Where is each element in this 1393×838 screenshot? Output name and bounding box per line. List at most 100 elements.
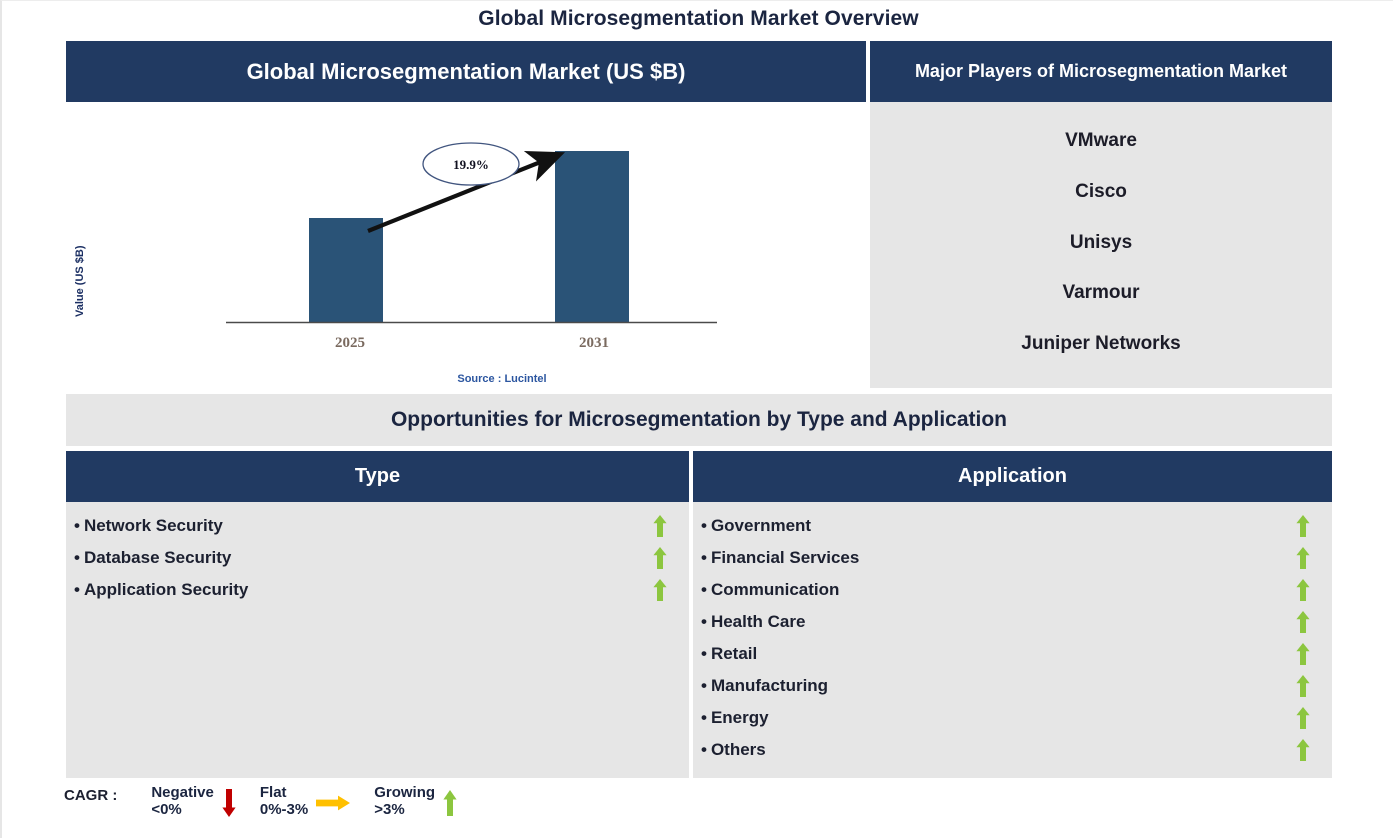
legend-flat-range: 0%-3% xyxy=(259,800,309,818)
bullet-icon: • xyxy=(74,516,80,535)
y-axis-title: Value (US $B) xyxy=(74,245,86,317)
page-title: Global Microsegmentation Market Overview xyxy=(478,7,919,30)
legend-item-growing: Growing >3% xyxy=(374,784,471,821)
type-item-text-1: Database Security xyxy=(83,548,232,567)
list-item: Unisys xyxy=(1069,231,1133,253)
legend-growing-icon-wrap xyxy=(443,785,457,821)
bar-2025 xyxy=(309,218,383,322)
legend-growing-name: Growing xyxy=(374,784,436,801)
type-item-label-2: • Application Security xyxy=(74,580,248,600)
list-item: • Application Security xyxy=(66,574,689,606)
bullet-icon: • xyxy=(701,548,707,567)
arrow-right-icon xyxy=(316,795,351,811)
legend-growing-range: >3% xyxy=(374,800,405,818)
list-item: • Communication xyxy=(693,574,1332,606)
application-column-header-label: Application xyxy=(958,465,1067,487)
bullet-icon: • xyxy=(701,708,707,727)
application-column-body: • Government • Financial Services • Communi… xyxy=(693,502,1332,778)
x-tick-2025: 2025 xyxy=(335,335,365,351)
legend-negative-name: Negative xyxy=(151,784,214,801)
application-item-label-2: • Communication xyxy=(701,580,839,600)
legend-flat-name: Flat xyxy=(259,784,287,801)
chart-panel-header-label: Global Microsegmentation Market (US $B) xyxy=(246,58,686,84)
bullet-icon: • xyxy=(701,516,707,535)
type-column-header: Type xyxy=(66,451,689,502)
type-column-header-label: Type xyxy=(354,465,401,487)
type-item-label-0: • Network Security xyxy=(74,516,223,536)
cagr-legend-title: CAGR : xyxy=(64,787,118,804)
list-item: • Health Care xyxy=(693,606,1332,638)
legend-flat-text: Flat 0%-3% xyxy=(259,784,309,819)
application-item-label-5: • Manufacturing xyxy=(701,676,828,696)
legend-flat-icon-wrap xyxy=(316,785,351,821)
type-column-body: • Network Security • Database Security • Ap… xyxy=(66,502,689,778)
list-item: • Financial Services xyxy=(693,542,1332,574)
application-item-label-7: • Others xyxy=(701,740,766,760)
list-item: • Retail xyxy=(693,638,1332,670)
bullet-icon: • xyxy=(701,740,707,759)
chart-svg: Value (US $B) 19.9% 2025 2031 Source : L… xyxy=(74,142,717,385)
market-bar-chart: Value (US $B) 19.9% 2025 2031 Source : L… xyxy=(66,102,866,388)
application-item-text-5: Manufacturing xyxy=(710,676,829,695)
arrow-up-icon xyxy=(443,790,457,816)
list-item: Juniper Networks xyxy=(1021,333,1181,355)
application-item-text-6: Energy xyxy=(710,708,769,727)
cagr-callout-ellipse xyxy=(422,142,520,186)
list-item: • Others xyxy=(693,734,1332,766)
list-item: • Energy xyxy=(693,702,1332,734)
legend-item-flat: Flat 0%-3% xyxy=(259,784,364,821)
application-item-text-7: Others xyxy=(710,740,766,759)
type-item-label-1: • Database Security xyxy=(74,548,231,568)
arrow-up-icon xyxy=(1296,675,1310,697)
application-item-label-4: • Retail xyxy=(701,644,757,664)
list-item: • Database Security xyxy=(66,542,689,574)
bullet-icon: • xyxy=(74,580,80,599)
application-item-text-4: Retail xyxy=(710,644,758,663)
legend-negative-text: Negative <0% xyxy=(151,784,214,819)
application-item-text-3: Health Care xyxy=(710,612,806,631)
cagr-legend: CAGR : Negative <0% Flat 0%-3% xyxy=(64,784,481,833)
application-item-label-1: • Financial Services xyxy=(701,548,859,568)
arrow-up-icon xyxy=(653,579,667,601)
players-panel-header-label: Major Players of Microsegmentation Marke… xyxy=(914,61,1288,81)
arrow-up-icon xyxy=(1296,643,1310,665)
major-players-list: VMware Cisco Unisys Varmour Juniper Netw… xyxy=(870,102,1332,388)
arrow-down-icon xyxy=(222,789,236,817)
arrow-up-icon xyxy=(1296,579,1310,601)
application-column-header: Application xyxy=(693,451,1332,502)
type-item-text-2: Application Security xyxy=(83,580,249,599)
application-item-label-3: • Health Care xyxy=(701,612,805,632)
cagr-callout-label: 19.9% xyxy=(453,157,489,172)
application-item-text-0: Government xyxy=(710,516,812,535)
arrow-up-icon xyxy=(653,547,667,569)
players-panel-header: Major Players of Microsegmentation Marke… xyxy=(870,41,1332,102)
application-item-text-1: Financial Services xyxy=(710,548,860,567)
bullet-icon: • xyxy=(701,580,707,599)
type-item-text-0: Network Security xyxy=(83,516,223,535)
legend-growing-text: Growing >3% xyxy=(374,784,436,819)
growth-arrow xyxy=(367,151,566,233)
legend-item-negative: Negative <0% xyxy=(151,784,250,821)
legend-negative-range: <0% xyxy=(151,800,182,818)
application-item-text-2: Communication xyxy=(710,580,840,599)
application-item-label-0: • Government xyxy=(701,516,811,536)
list-item: • Manufacturing xyxy=(693,670,1332,702)
bullet-icon: • xyxy=(74,548,80,567)
opportunities-banner-label: Opportunities for Microsegmentation by T… xyxy=(390,408,1008,431)
legend-negative-icon-wrap xyxy=(222,785,236,821)
application-item-label-6: • Energy xyxy=(701,708,769,728)
chart-panel-header: Global Microsegmentation Market (US $B) xyxy=(66,41,866,102)
bullet-icon: • xyxy=(701,644,707,663)
bullet-icon: • xyxy=(701,612,707,631)
chart-source-label: Source : Lucintel xyxy=(457,373,546,385)
list-item: • Government xyxy=(693,510,1332,542)
list-item: Cisco xyxy=(1075,180,1127,202)
list-item: VMware xyxy=(1065,129,1137,151)
list-item: Varmour xyxy=(1062,282,1140,304)
arrow-up-icon xyxy=(1296,739,1310,761)
list-item: • Network Security xyxy=(66,510,689,542)
arrow-up-icon xyxy=(1296,707,1310,729)
bullet-icon: • xyxy=(701,676,707,695)
bar-2031 xyxy=(555,151,629,322)
